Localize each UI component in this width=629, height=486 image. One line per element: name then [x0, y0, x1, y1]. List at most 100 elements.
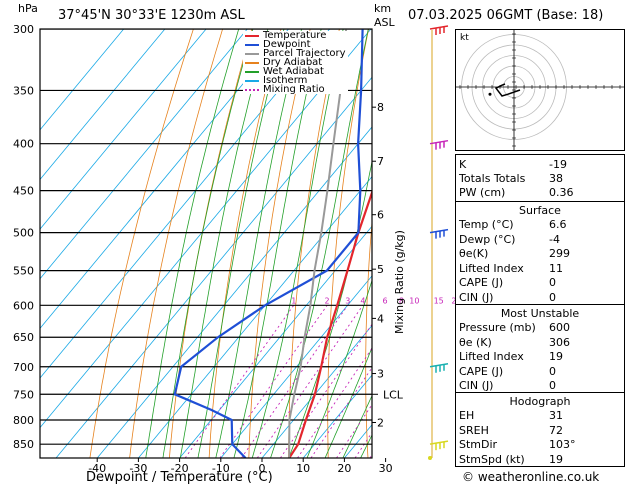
legend-item: Isotherm	[245, 75, 346, 86]
mixing-ratio-line	[184, 305, 295, 458]
dry-adiabat-line	[438, 29, 456, 458]
surface-label: Dewp (°C)	[459, 232, 516, 246]
most-unstable-value: 0	[549, 364, 556, 378]
mixing-ratio-line	[280, 323, 372, 458]
location-title: 37°45'N 30°33'E 1230m ASL	[58, 8, 245, 23]
legend: Temperature Dewpoint Parcel Trajectory Dry …	[243, 30, 348, 95]
surface-value: 0	[549, 290, 556, 304]
mixing-ratio-tick-label: 6	[383, 296, 388, 305]
mixing-ratio-line	[310, 366, 372, 458]
legend-item: Parcel Trajectory	[245, 48, 346, 59]
most-unstable-label: Lifted Index	[459, 350, 524, 363]
legend-label: Parcel Trajectory	[263, 48, 346, 59]
pressure-tick-label: 450	[13, 185, 34, 198]
plot-frame	[39, 28, 373, 459]
wet-adiabat-line	[215, 29, 302, 458]
dewpoint-line	[173, 29, 364, 458]
dry-adiabat-line	[327, 29, 369, 458]
legend-swatch	[245, 34, 259, 37]
pressure-tick-label: 500	[13, 227, 34, 240]
dry-adiabat-line	[129, 29, 223, 458]
dry-adiabat-line	[89, 29, 194, 458]
hodograph-plot: kt	[456, 30, 624, 150]
most-unstable-label: CAPE (J)	[459, 364, 504, 378]
km-tick-label: 2	[377, 416, 384, 429]
mixing-ratio-tick-label: 8	[399, 296, 404, 305]
hodograph-stat-label: StmDir	[459, 438, 498, 451]
legend-swatch	[245, 43, 259, 46]
wind-barb-icon	[429, 363, 449, 373]
legend-label: Mixing Ratio	[263, 84, 325, 95]
legend-label: Isotherm	[263, 75, 308, 86]
pressure-tick-label: 700	[13, 361, 34, 374]
pressure-tick-label: 750	[13, 388, 34, 401]
hodograph-stat-value: 103°	[549, 438, 576, 451]
wet-adiabat-line	[251, 29, 344, 458]
hodograph-table-title: Hodograph	[509, 395, 571, 408]
km-tick-label: 4	[377, 312, 384, 325]
km-tick-label: 6	[377, 209, 384, 222]
lcl-label: LCL	[383, 388, 404, 401]
wet-adiabat-line	[162, 29, 254, 458]
mixing-ratio-line	[336, 403, 372, 458]
wet-adiabat-line	[324, 346, 372, 458]
wet-adiabat-line	[306, 279, 372, 458]
hodograph-trace	[494, 83, 521, 97]
pw-label: PW (cm)	[459, 186, 506, 199]
hodograph-stat-value: 19	[549, 452, 563, 466]
totals-label: Totals Totals	[459, 172, 526, 185]
surface-value: 11	[549, 261, 563, 275]
surface-label: CAPE (J)	[459, 276, 504, 289]
legend-swatch	[245, 70, 259, 73]
legend-label: Temperature	[263, 30, 327, 41]
temp-tick-label: -40	[88, 462, 106, 475]
pressure-tick-label: 600	[13, 299, 34, 312]
hodograph-stat-value: 31	[549, 409, 563, 422]
legend-swatch	[245, 88, 259, 91]
legend-swatch	[245, 79, 259, 82]
mixing-ratio-tick-label: 15	[434, 296, 444, 305]
wind-barb-icon	[429, 25, 449, 35]
isotherm-line	[40, 29, 125, 131]
wind-barb-icon	[429, 440, 449, 451]
legend-item: Mixing Ratio	[245, 84, 346, 95]
most-unstable-label: Pressure (mb)	[459, 321, 536, 334]
km-tick-label: 8	[377, 101, 384, 114]
mixing-ratio-tick-label: 4	[360, 296, 365, 305]
km-tick-label: 7	[377, 155, 384, 168]
legend-item: Dry Adiabat	[245, 58, 346, 68]
wet-adiabat-line	[270, 29, 369, 458]
most-unstable-label: θe (K)	[459, 335, 492, 349]
pressure-tick-label: 350	[13, 84, 34, 97]
isotherm-line	[96, 126, 372, 458]
mixing-ratio-tick-label: 3	[345, 296, 350, 305]
mixing-ratio-line	[219, 305, 328, 458]
pressure-tick-label: 850	[13, 438, 34, 451]
most-unstable-value: 600	[549, 321, 570, 334]
wet-adiabat-line	[179, 29, 269, 458]
temp-tick-label: -30	[129, 462, 147, 475]
copyright: © weatheronline.co.uk	[462, 470, 600, 484]
mixing-ratio-line	[256, 305, 364, 458]
most-unstable-value: 19	[549, 350, 563, 363]
totals-value: 38	[549, 172, 563, 185]
isotherm-line	[40, 29, 289, 329]
mixing-ratio-tick-label: 1	[291, 296, 296, 305]
k-index-label: K	[459, 158, 467, 171]
hodograph-panel: kt	[455, 29, 625, 151]
most-unstable-value: 0	[549, 379, 556, 392]
k-index-value: -19	[549, 158, 567, 171]
wet-adiabat-line	[233, 29, 322, 458]
pressure-tick-label: 650	[13, 331, 34, 344]
legend-item: Dewpoint	[245, 39, 346, 50]
most-unstable-title: Most Unstable	[500, 307, 580, 320]
pressure-tick-label: 800	[13, 414, 34, 427]
legend-label: Dewpoint	[263, 39, 311, 50]
hodograph-stat-label: SREH	[459, 423, 489, 437]
surface-value: 6.6	[549, 218, 567, 231]
wet-adiabat-line	[288, 159, 372, 458]
wind-barb-icon	[429, 139, 449, 150]
hpa-label: hPa	[18, 2, 38, 15]
asl-label: ASL	[374, 16, 395, 29]
